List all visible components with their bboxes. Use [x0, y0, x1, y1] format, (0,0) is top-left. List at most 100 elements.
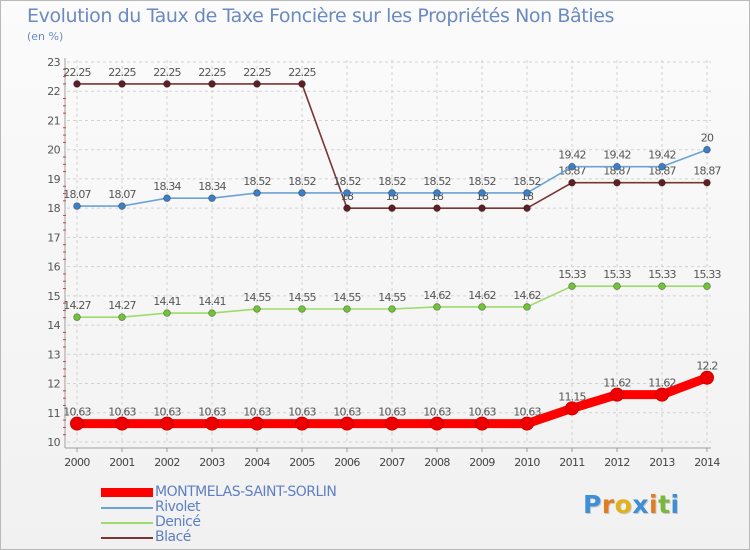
data-point	[298, 80, 306, 88]
data-point	[385, 416, 399, 431]
data-label: 15.33	[648, 268, 676, 281]
data-point	[208, 309, 216, 317]
series-montmelas-saint-sorlin: 10.63 10.63 10.63 10.63 10.63 10.63 10.63 10.63…	[63, 360, 718, 431]
data-point	[115, 416, 129, 431]
data-point	[523, 204, 531, 212]
data-point	[703, 282, 711, 291]
data-label: 12.2	[696, 360, 717, 373]
data-point	[163, 194, 171, 203]
data-point	[433, 204, 441, 212]
data-point	[343, 305, 351, 313]
data-point	[430, 416, 444, 431]
data-point	[73, 202, 81, 210]
data-point	[250, 416, 264, 431]
data-label: 18.87	[693, 165, 721, 178]
data-label: 14.41	[198, 295, 226, 308]
data-point	[118, 80, 126, 88]
legend-label: Blacé	[155, 529, 191, 545]
x-tick-label: 2007	[379, 456, 405, 469]
data-point	[703, 178, 711, 187]
data-label: 14.55	[378, 291, 406, 304]
data-label: 14.27	[63, 299, 91, 312]
data-point	[433, 189, 441, 197]
y-tick-label: 19	[47, 173, 60, 186]
y-tick-label: 17	[47, 231, 60, 244]
data-point	[658, 282, 666, 291]
data-label: 14.62	[513, 289, 541, 302]
data-point	[523, 189, 531, 197]
data-label: 18.07	[108, 188, 136, 201]
y-tick-label: 10	[47, 436, 60, 449]
data-label: 10.63	[243, 406, 271, 419]
data-point	[163, 80, 171, 88]
data-point	[160, 416, 174, 431]
data-point	[340, 416, 354, 431]
data-point	[295, 416, 309, 431]
data-label: 18.87	[558, 165, 586, 178]
data-label: 18.87	[603, 165, 631, 178]
data-label: 14.55	[243, 291, 271, 304]
data-label: 11.62	[603, 377, 631, 390]
data-label: 15.33	[558, 268, 586, 281]
y-tick-label: 20	[47, 144, 60, 157]
data-label: 15.33	[693, 268, 721, 281]
data-point	[253, 80, 261, 88]
data-label: 10.63	[198, 406, 226, 419]
legend-swatch	[101, 488, 153, 497]
data-label: 22.25	[198, 66, 226, 79]
logo-letter: r	[601, 490, 615, 519]
y-tick-label: 21	[47, 114, 60, 127]
x-tick-label: 2002	[154, 456, 180, 469]
legend-swatch	[101, 506, 153, 509]
data-label: 18.52	[288, 175, 316, 188]
data-label: 10.63	[153, 406, 181, 419]
data-point	[568, 162, 576, 171]
data-point	[388, 204, 396, 212]
data-label: 18.34	[198, 180, 226, 193]
logo-letter: x	[632, 490, 649, 519]
data-label: 22.25	[243, 66, 271, 79]
data-label: 18.87	[648, 165, 676, 178]
data-point	[70, 416, 84, 431]
data-label: 18.52	[468, 175, 496, 188]
x-tick-label: 2001	[109, 456, 135, 469]
data-point	[118, 202, 126, 210]
data-label: 15.33	[603, 268, 631, 281]
data-point	[73, 80, 81, 88]
legend-label: Denicé	[155, 514, 201, 530]
data-point	[478, 204, 486, 212]
logo-letter: i	[670, 490, 680, 519]
series-blace: 22.2522.2522.2522.2522.2522.251818181818…	[63, 66, 722, 212]
data-label: 22.25	[153, 66, 181, 79]
chart-subtitle: (en %)	[27, 30, 64, 43]
data-label: 18.52	[243, 175, 271, 188]
data-point	[700, 370, 714, 385]
data-label: 10.63	[468, 406, 496, 419]
series-denice: 14.27 14.27 14.41 14.41 14.55 14.55 14.55 14.55…	[63, 268, 722, 321]
data-point	[73, 313, 81, 321]
legend-label: Rivolet	[155, 499, 200, 515]
y-tick-label: 12	[47, 378, 60, 391]
data-label: 10.63	[378, 406, 406, 419]
data-label: 14.62	[468, 289, 496, 302]
x-tick-label: 2013	[649, 456, 675, 469]
data-point	[205, 416, 219, 431]
data-label: 11.62	[648, 377, 676, 390]
data-point	[253, 305, 261, 313]
data-label: 10.63	[423, 406, 451, 419]
data-label: 10.63	[513, 406, 541, 419]
x-tick-label: 2005	[289, 456, 315, 469]
data-label: 19.42	[603, 149, 631, 162]
chart-title: Evolution du Taux de Taxe Foncière sur l…	[27, 5, 615, 27]
data-point	[208, 80, 216, 88]
y-tick-label: 23	[47, 56, 60, 69]
proxiti-logo: Proxiti	[583, 490, 680, 519]
data-point	[565, 401, 579, 416]
logo-letter: o	[614, 490, 633, 519]
data-point	[520, 416, 534, 431]
data-label: 18.52	[378, 175, 406, 188]
x-tick-label: 2008	[424, 456, 450, 469]
legend-label: MONTMELAS-SAINT-SORLIN	[155, 484, 337, 500]
